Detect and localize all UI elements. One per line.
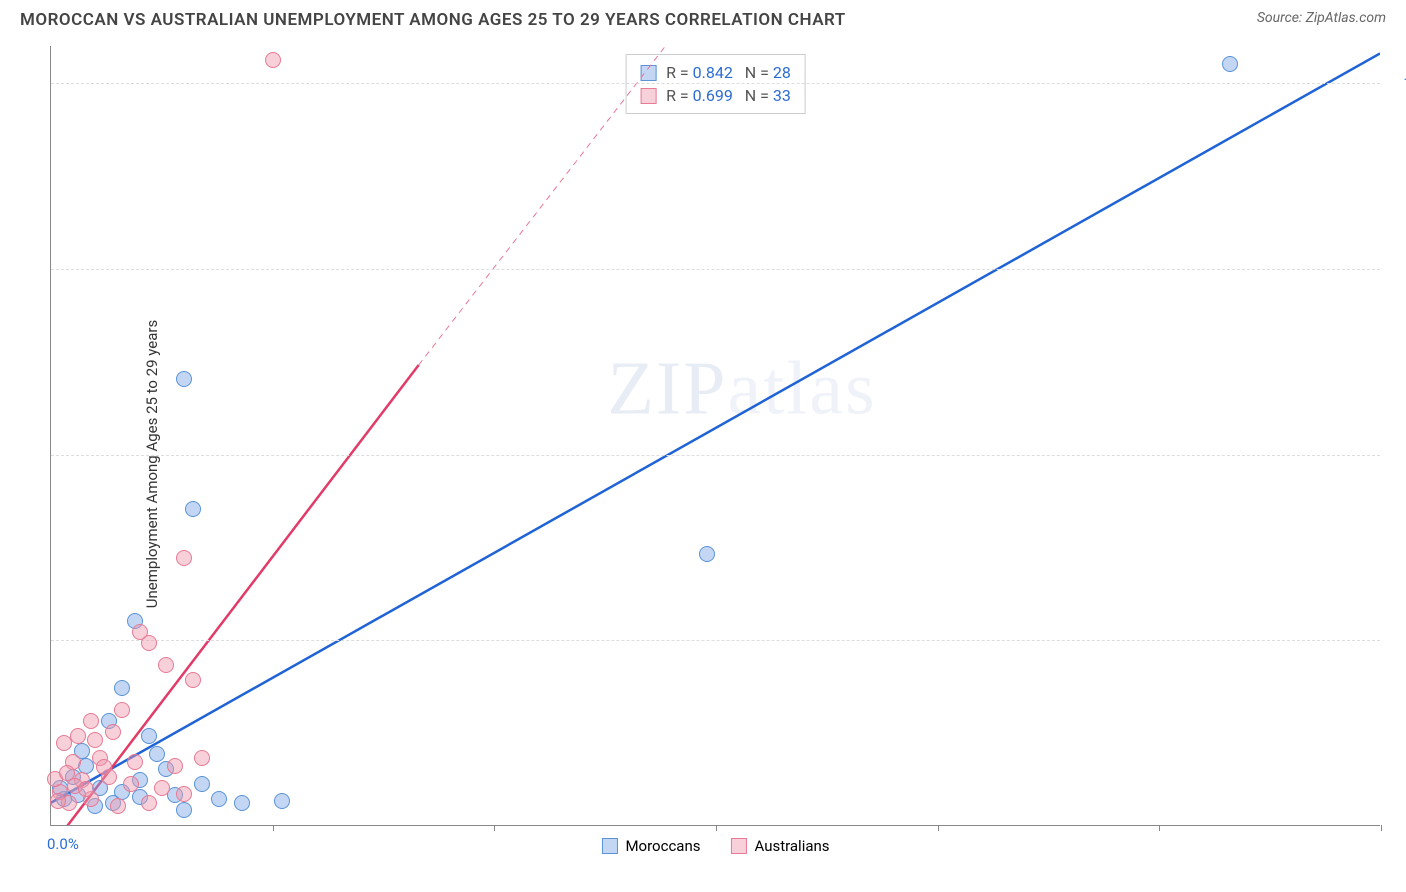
data-point bbox=[176, 550, 192, 566]
data-point bbox=[176, 371, 192, 387]
legend-item: Australians bbox=[730, 837, 829, 855]
data-point bbox=[158, 657, 174, 673]
y-tick-label: 50.0% bbox=[1386, 446, 1406, 464]
data-point bbox=[699, 546, 715, 562]
data-point bbox=[149, 746, 165, 762]
data-point bbox=[127, 754, 143, 770]
data-point bbox=[185, 501, 201, 517]
plot-area: ZIPatlas R = 0.842 N = 28 R = 0.699 N = 3… bbox=[50, 46, 1380, 826]
data-point bbox=[167, 758, 183, 774]
data-point bbox=[50, 793, 66, 809]
data-point bbox=[176, 786, 192, 802]
data-point bbox=[123, 776, 139, 792]
data-point bbox=[274, 793, 290, 809]
data-point bbox=[105, 724, 121, 740]
series-swatch bbox=[640, 88, 656, 104]
legend: Moroccans Australians bbox=[601, 837, 829, 855]
stats-row: R = 0.699 N = 33 bbox=[640, 84, 791, 107]
data-point bbox=[154, 780, 170, 796]
series-swatch bbox=[640, 65, 656, 81]
x-tick bbox=[1381, 825, 1382, 831]
gridline bbox=[51, 455, 1380, 456]
chart-title: MOROCCAN VS AUSTRALIAN UNEMPLOYMENT AMON… bbox=[20, 10, 846, 30]
y-tick-label: 100.0% bbox=[1386, 74, 1406, 92]
data-point bbox=[132, 624, 148, 640]
data-point bbox=[1222, 56, 1238, 72]
chart-container: Unemployment Among Ages 25 to 29 years Z… bbox=[0, 36, 1406, 892]
data-point bbox=[265, 52, 281, 68]
data-point bbox=[211, 791, 227, 807]
gridline bbox=[51, 269, 1380, 270]
stats-text: R = 0.699 N = 33 bbox=[666, 86, 791, 105]
x-tick bbox=[716, 825, 717, 831]
data-point bbox=[114, 702, 130, 718]
legend-label: Australians bbox=[754, 837, 829, 855]
data-point bbox=[70, 728, 86, 744]
data-point bbox=[185, 672, 201, 688]
gridline bbox=[51, 83, 1380, 84]
legend-item: Moroccans bbox=[601, 837, 700, 855]
stats-row: R = 0.842 N = 28 bbox=[640, 61, 791, 84]
data-point bbox=[78, 781, 94, 797]
trend-lines bbox=[51, 46, 1380, 825]
watermark: ZIPatlas bbox=[607, 345, 876, 432]
source-label: Source: ZipAtlas.com bbox=[1257, 10, 1386, 26]
data-point bbox=[96, 759, 112, 775]
y-tick-label: 25.0% bbox=[1386, 631, 1406, 649]
data-point bbox=[110, 798, 126, 814]
data-point bbox=[234, 795, 250, 811]
stats-text: R = 0.842 N = 28 bbox=[666, 63, 791, 82]
data-point bbox=[141, 795, 157, 811]
x-axis-min-label: 0.0% bbox=[47, 835, 79, 853]
data-point bbox=[83, 713, 99, 729]
x-tick bbox=[1159, 825, 1160, 831]
y-tick-label: 75.0% bbox=[1386, 260, 1406, 278]
data-point bbox=[87, 732, 103, 748]
x-tick bbox=[938, 825, 939, 831]
legend-swatch bbox=[730, 838, 746, 854]
data-point bbox=[176, 802, 192, 818]
legend-swatch bbox=[601, 838, 617, 854]
gridline bbox=[51, 640, 1380, 641]
x-tick bbox=[494, 825, 495, 831]
data-point bbox=[114, 680, 130, 696]
x-tick bbox=[273, 825, 274, 831]
data-point bbox=[141, 728, 157, 744]
legend-label: Moroccans bbox=[625, 837, 700, 855]
data-point bbox=[194, 776, 210, 792]
data-point bbox=[194, 750, 210, 766]
